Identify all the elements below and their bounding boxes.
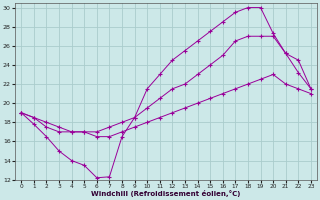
X-axis label: Windchill (Refroidissement éolien,°C): Windchill (Refroidissement éolien,°C) bbox=[92, 190, 241, 197]
